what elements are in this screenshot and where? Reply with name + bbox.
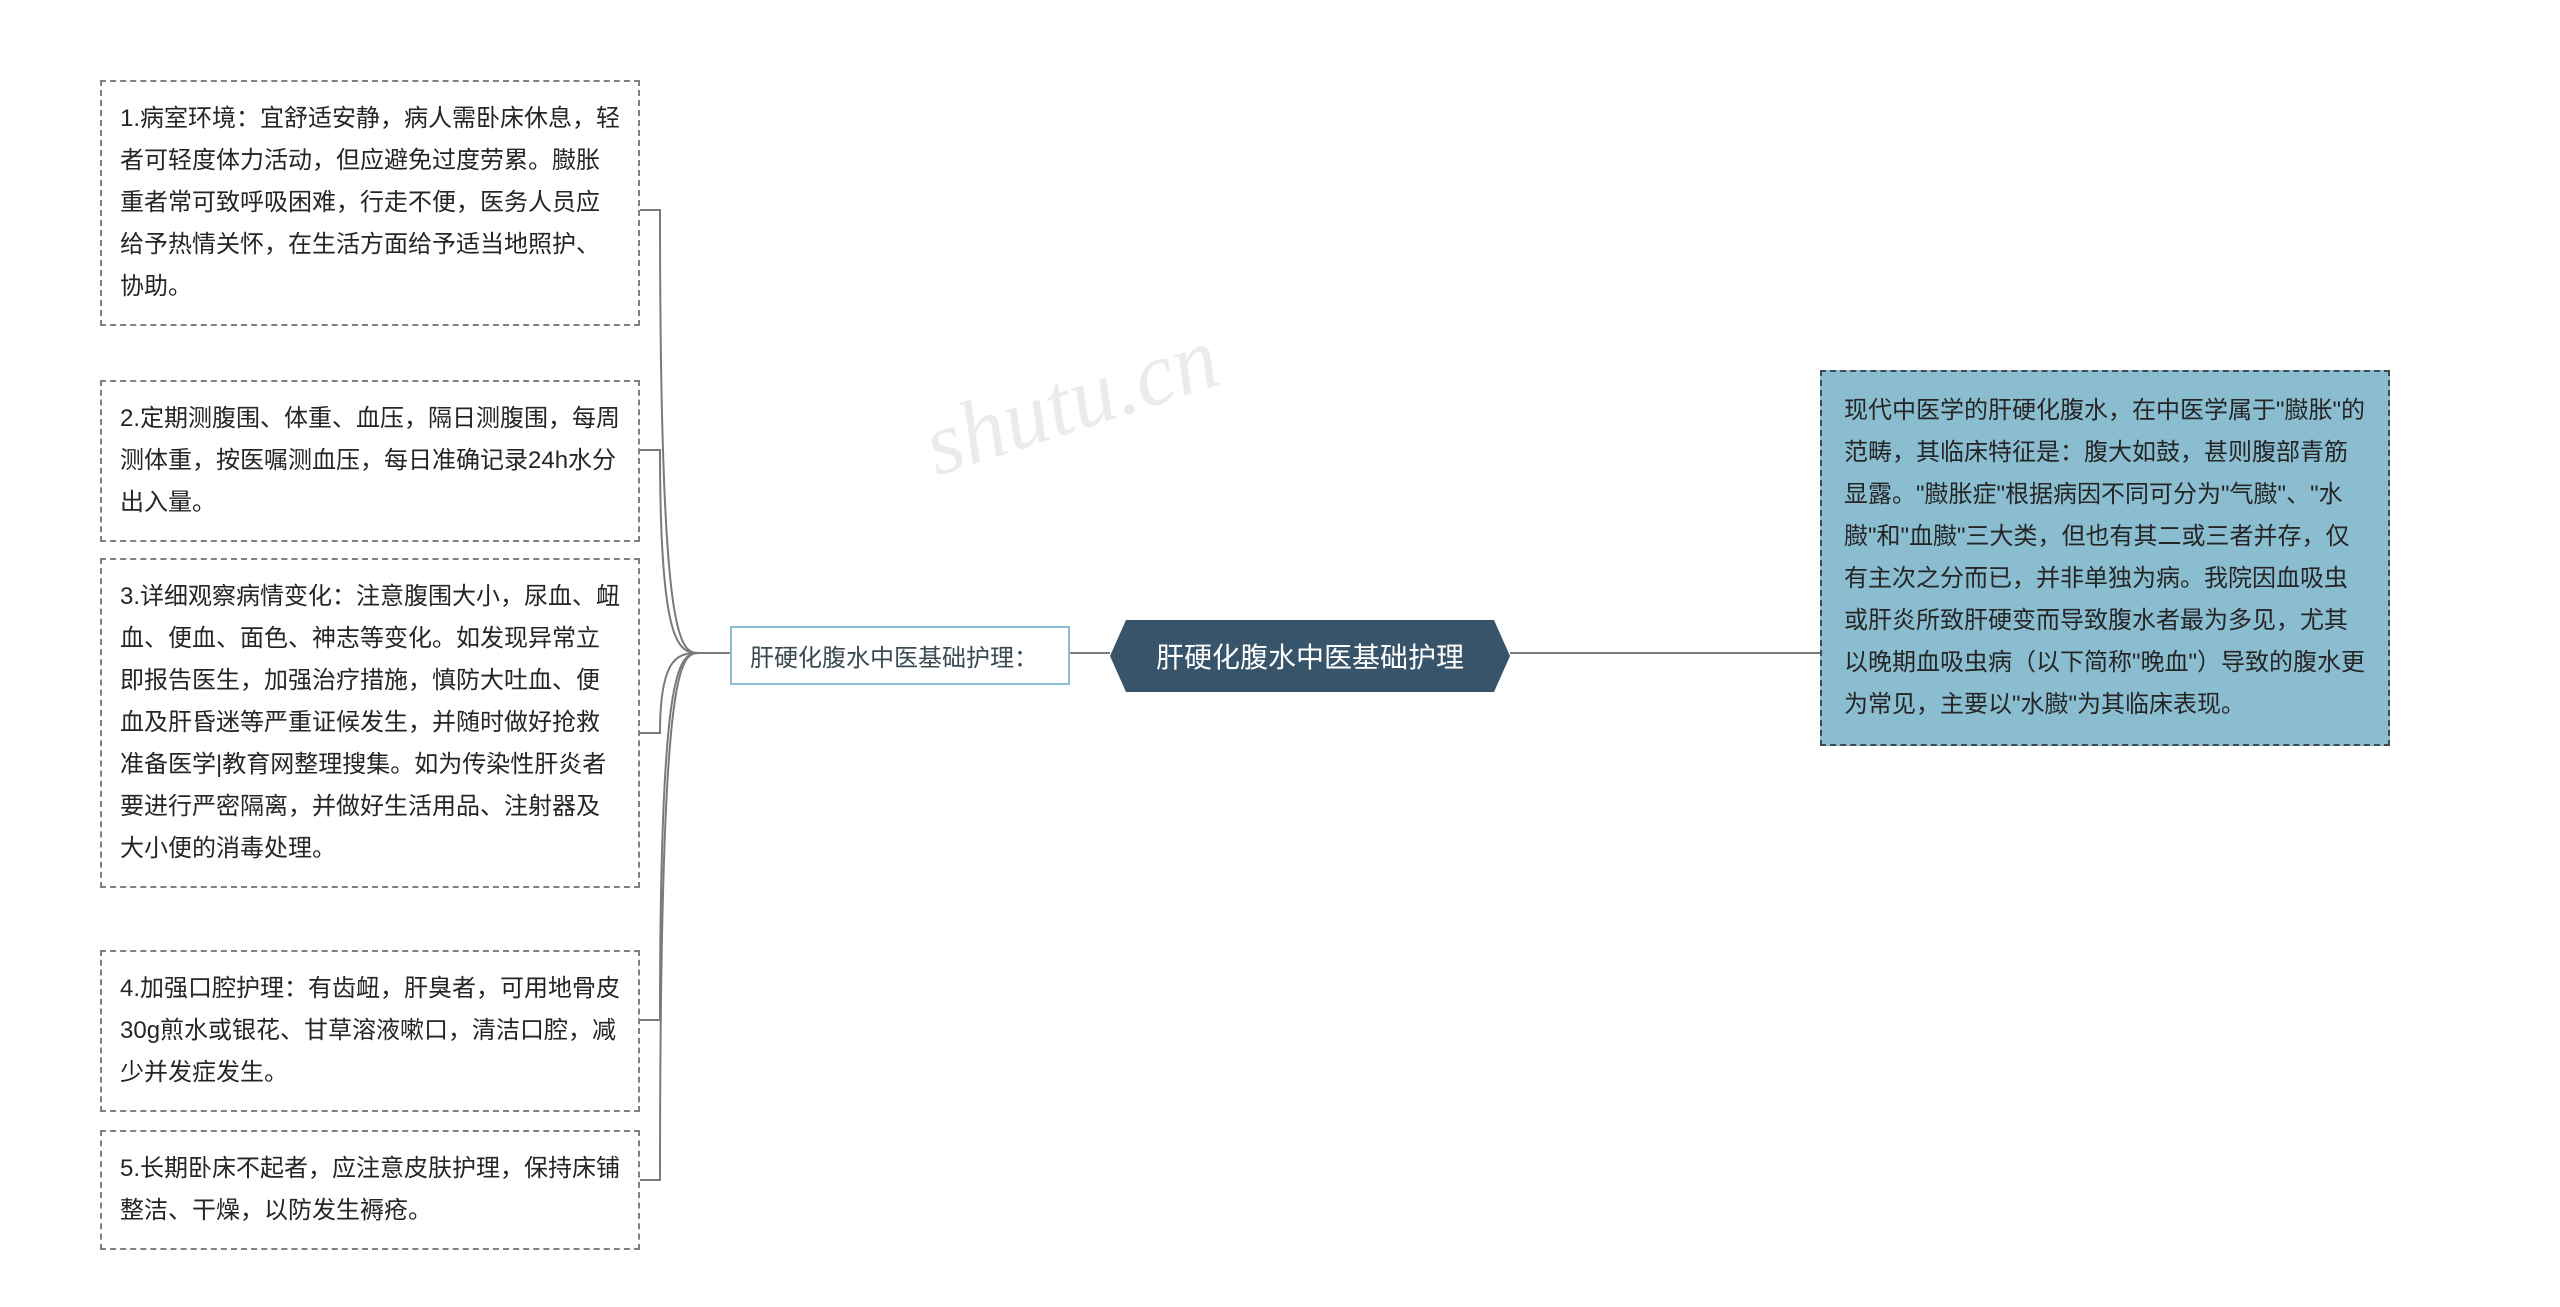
left-item-4: 4.加强口腔护理：有齿衄，肝臭者，可用地骨皮30g煎水或银花、甘草溶液嗽口，清洁… [100,950,640,1112]
left-item-text: 3.详细观察病情变化：注意腹围大小，尿血、衄血、便血、面色、神志等变化。如发现异… [120,583,620,862]
left-item-text: 4.加强口腔护理：有齿衄，肝臭者，可用地骨皮30g煎水或银花、甘草溶液嗽口，清洁… [120,975,620,1086]
left-item-text: 2.定期测腹围、体重、血压，隔日测腹围，每周测体重，按医嘱测血压，每日准确记录2… [120,405,620,516]
left-item-text: 5.长期卧床不起者，应注意皮肤护理，保持床铺整洁、干燥，以防发生褥疮。 [120,1155,620,1224]
mid-label: 肝硬化腹水中医基础护理： [730,626,1070,685]
left-item-1: 1.病室环境：宜舒适安静，病人需卧床休息，轻者可轻度体力活动，但应避免过度劳累。… [100,80,640,326]
left-item-3: 3.详细观察病情变化：注意腹围大小，尿血、衄血、便血、面色、神志等变化。如发现异… [100,558,640,888]
left-item-text: 1.病室环境：宜舒适安静，病人需卧床休息，轻者可轻度体力活动，但应避免过度劳累。… [120,105,620,300]
right-description-text: 现代中医学的肝硬化腹水，在中医学属于"臌胀"的范畴，其临床特征是：腹大如鼓，甚则… [1844,397,2365,718]
right-description: 现代中医学的肝硬化腹水，在中医学属于"臌胀"的范畴，其临床特征是：腹大如鼓，甚则… [1820,370,2390,746]
watermark: shutu.cn [911,306,1231,497]
left-item-2: 2.定期测腹围、体重、血压，隔日测腹围，每周测体重，按医嘱测血压，每日准确记录2… [100,380,640,542]
center-node-text: 肝硬化腹水中医基础护理 [1156,642,1464,673]
mid-label-text: 肝硬化腹水中医基础护理： [750,645,1038,672]
left-item-5: 5.长期卧床不起者，应注意皮肤护理，保持床铺整洁、干燥，以防发生褥疮。 [100,1130,640,1250]
center-node: 肝硬化腹水中医基础护理 [1110,620,1510,692]
